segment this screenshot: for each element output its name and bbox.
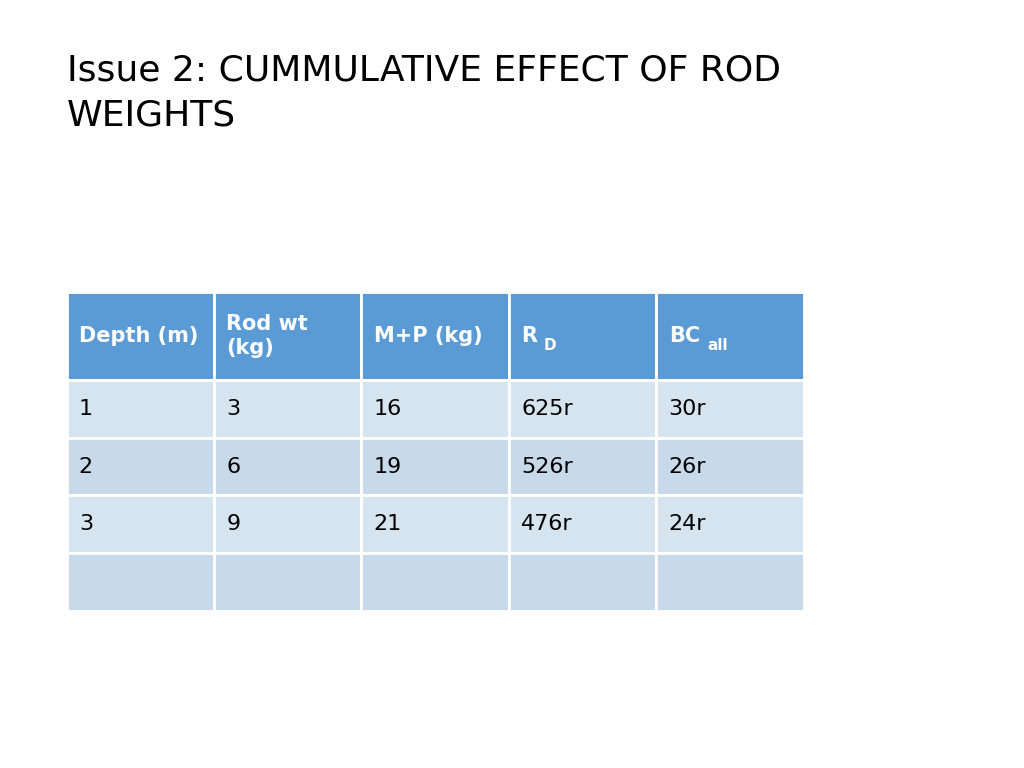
Text: 26r: 26r (669, 456, 707, 477)
Text: 9: 9 (226, 514, 241, 535)
Text: Rod wt
(kg): Rod wt (kg) (226, 314, 308, 358)
Text: all: all (708, 338, 728, 353)
Text: 30r: 30r (669, 399, 707, 419)
Text: R: R (521, 326, 538, 346)
Text: Depth (m): Depth (m) (79, 326, 199, 346)
Text: 3: 3 (226, 399, 241, 419)
Text: 3: 3 (79, 514, 93, 535)
Text: 16: 16 (374, 399, 402, 419)
Text: 6: 6 (226, 456, 241, 477)
Text: 2: 2 (79, 456, 93, 477)
Text: 476r: 476r (521, 514, 572, 535)
Text: 21: 21 (374, 514, 402, 535)
Text: 625r: 625r (521, 399, 573, 419)
Text: BC: BC (669, 326, 699, 346)
Text: Issue 2: CUMMULATIVE EFFECT OF ROD
WEIGHTS: Issue 2: CUMMULATIVE EFFECT OF ROD WEIGH… (67, 54, 780, 133)
Text: 19: 19 (374, 456, 402, 477)
Text: 526r: 526r (521, 456, 573, 477)
Text: M+P (kg): M+P (kg) (374, 326, 482, 346)
Text: D: D (544, 338, 556, 353)
Text: 1: 1 (79, 399, 93, 419)
Text: 24r: 24r (669, 514, 707, 535)
